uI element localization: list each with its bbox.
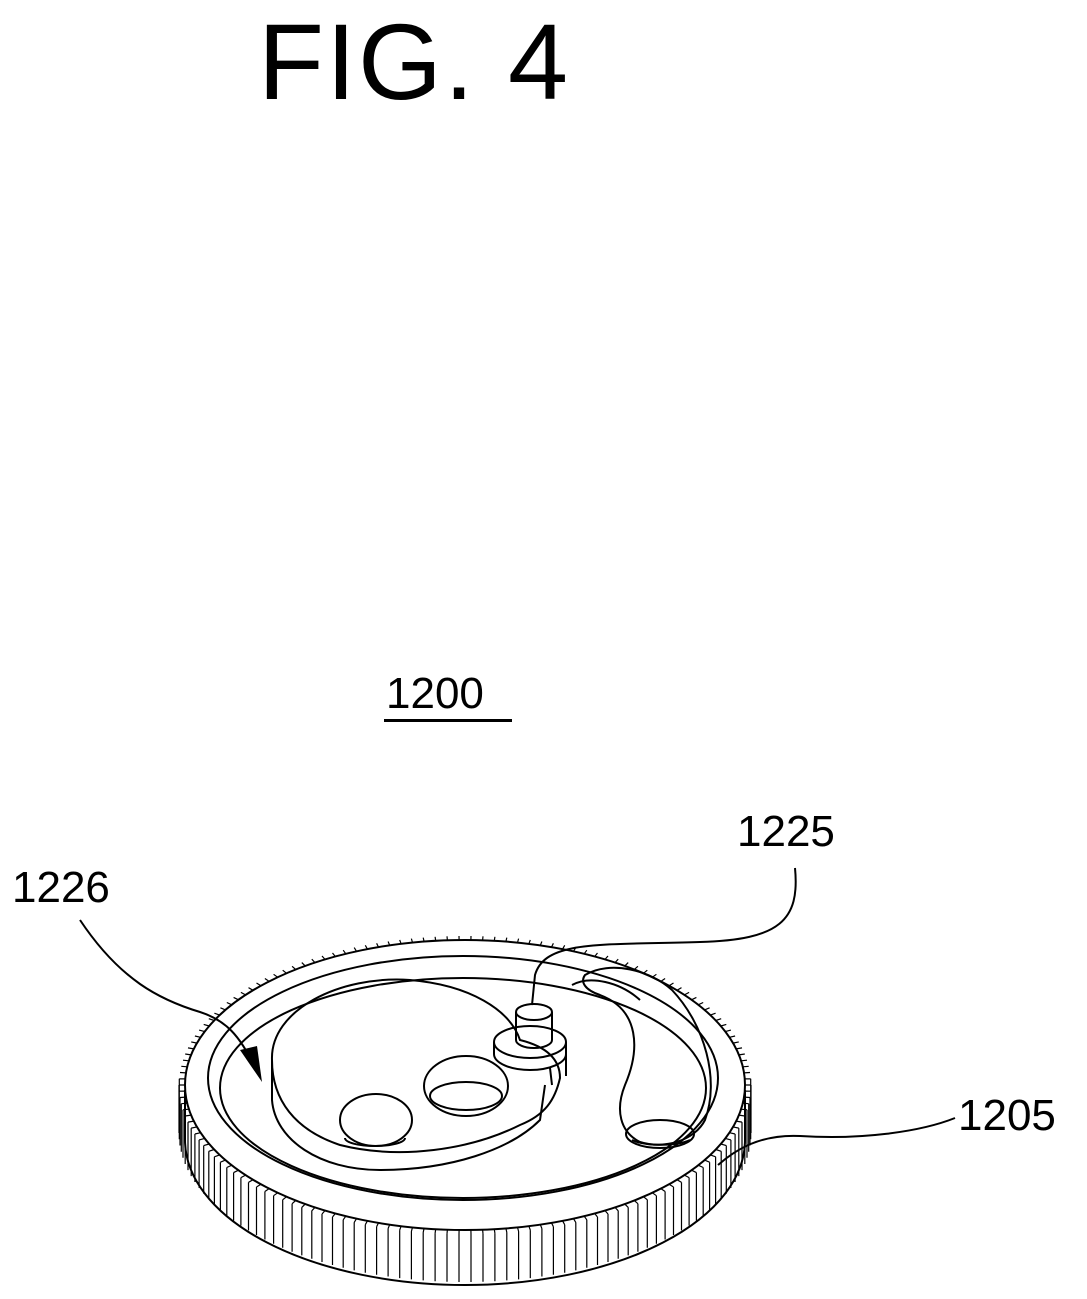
pin-base-side <box>494 1042 566 1070</box>
leader-1226 <box>80 920 255 1068</box>
label-1225: 1225 <box>737 810 835 854</box>
label-1205: 1205 <box>958 1094 1056 1138</box>
gear-top-rim <box>185 940 745 1230</box>
cam-hole-right-inner <box>430 1082 502 1110</box>
label-1200-underline <box>384 719 512 722</box>
cam-hole-right <box>424 1056 508 1116</box>
recess-inner-rim <box>220 978 706 1198</box>
label-1226: 1226 <box>12 866 110 910</box>
label-1200: 1200 <box>386 672 484 716</box>
pin-top <box>516 1004 552 1020</box>
arrowhead-1226 <box>240 1046 262 1082</box>
cam-plate-side <box>272 1060 545 1170</box>
cam-hole-left <box>340 1094 412 1146</box>
cam-plate-top <box>272 980 560 1153</box>
leader-1205 <box>718 1118 955 1165</box>
